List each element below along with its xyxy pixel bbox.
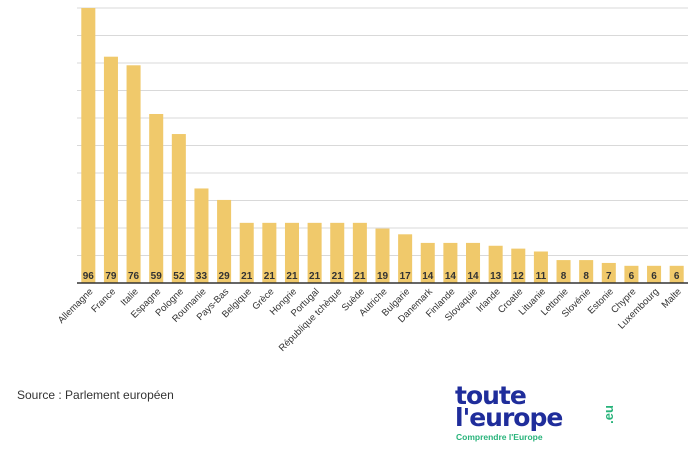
value-label: 21: [354, 271, 366, 282]
bar-belgique: [239, 222, 254, 283]
bar-république-tchèque: [330, 222, 345, 283]
logo-tagline: Comprendre l'Europe: [456, 432, 543, 442]
value-label: 11: [536, 271, 547, 282]
value-label: 21: [264, 271, 276, 282]
bar-chart: 96 79 76 59 52 33 29 21 21 21 21 21 21 19 17 14 14 14 13 12…: [56, 7, 688, 354]
value-label: 14: [422, 271, 434, 282]
value-label: 96: [83, 271, 95, 282]
value-label: 14: [467, 271, 479, 282]
value-label: 76: [128, 271, 140, 282]
bar-danemark: [420, 242, 435, 283]
value-label: 17: [400, 271, 412, 282]
bar-france: [103, 56, 118, 283]
toute-leurope-logo: toute l'europe .eu Comprendre l'Europe: [455, 383, 625, 447]
value-label: 29: [219, 271, 231, 282]
value-label: 59: [151, 271, 163, 282]
value-label: 52: [173, 271, 185, 282]
logo-text-line2: l'europe: [455, 403, 563, 432]
bar-finlande: [443, 242, 458, 283]
category-label: Malte: [660, 286, 684, 310]
bar-grèce: [262, 222, 277, 283]
value-label: 13: [490, 271, 502, 282]
bar-pologne: [171, 134, 186, 283]
bar-luxembourg: [647, 265, 662, 283]
bars: [81, 8, 684, 284]
bar-malte: [669, 265, 684, 283]
value-label: 8: [561, 271, 567, 282]
bar-portugal: [307, 222, 322, 283]
logo-text-line1: toute: [455, 381, 527, 410]
value-label: 6: [629, 271, 635, 282]
bar-hongrie: [284, 222, 299, 283]
value-label: 21: [286, 271, 298, 282]
value-label: 6: [674, 271, 680, 282]
bar-suède: [352, 222, 367, 283]
category-label: Estonie: [586, 286, 616, 316]
bar-croatie: [511, 248, 526, 283]
value-label: 21: [332, 271, 344, 282]
bar-lituanie: [533, 251, 548, 283]
category-label: France: [89, 286, 118, 315]
value-label: 79: [105, 271, 117, 282]
source-note: Source : Parlement européen: [17, 388, 174, 402]
bar-autriche: [375, 228, 390, 283]
gridlines: [77, 7, 688, 256]
bar-irlande: [488, 245, 503, 283]
value-label: 21: [309, 271, 321, 282]
bar-roumanie: [194, 188, 209, 283]
value-label: 7: [606, 271, 612, 282]
value-label: 21: [241, 271, 253, 282]
value-labels: 96 79 76 59 52 33 29 21 21 21 21 21 21 19 17 14 14 14 13 12…: [83, 271, 680, 282]
bar-chypre: [624, 265, 639, 283]
value-label: 33: [196, 271, 208, 282]
bar-italie: [126, 65, 141, 284]
value-label: 19: [377, 271, 389, 282]
bar-lettonie: [556, 260, 571, 283]
bar-allemagne: [81, 8, 96, 283]
logo-suffix: .eu: [600, 405, 616, 424]
bar-slovénie: [579, 260, 594, 283]
bar-espagne: [149, 113, 164, 283]
bar-slovaquie: [466, 242, 481, 283]
bar-bulgarie: [398, 234, 413, 283]
value-label: 14: [445, 271, 457, 282]
value-label: 12: [513, 271, 525, 282]
bar-pays-bas: [217, 199, 232, 283]
value-label: 6: [651, 271, 657, 282]
bar-estonie: [601, 262, 616, 283]
value-label: 8: [583, 271, 589, 282]
